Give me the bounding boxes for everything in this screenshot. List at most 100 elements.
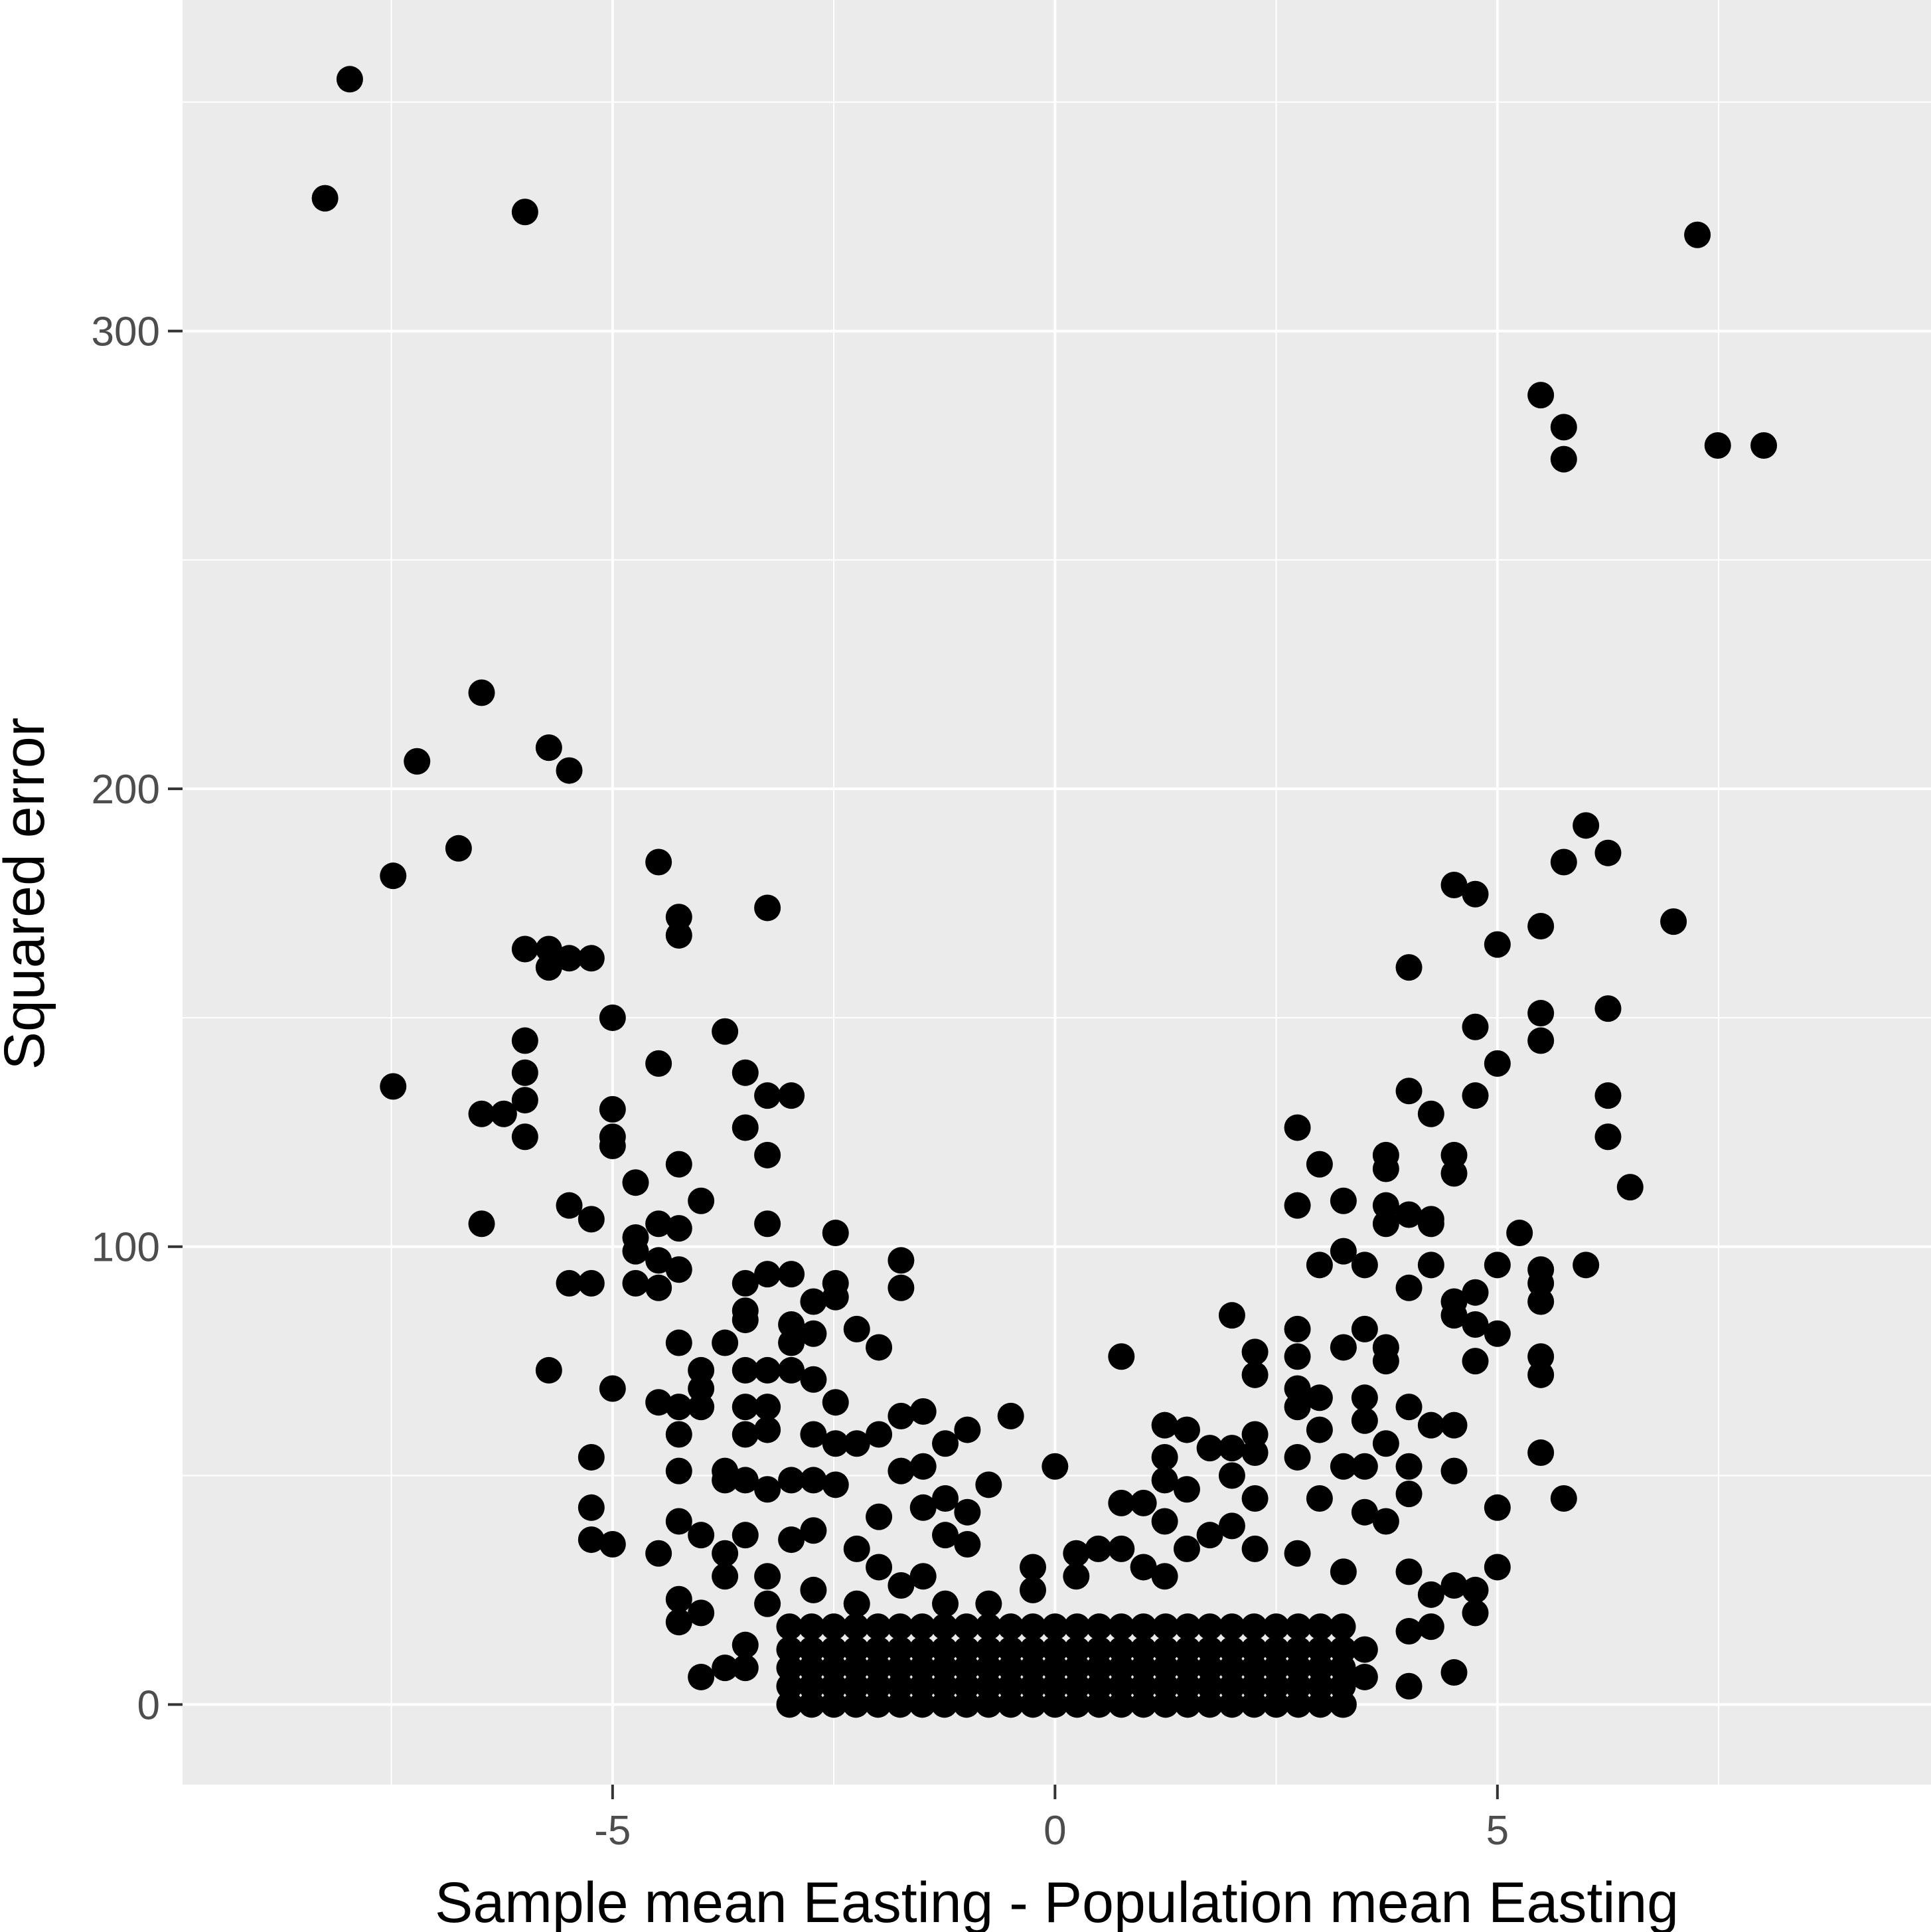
point (1306, 1416, 1333, 1443)
point (754, 1210, 781, 1238)
point (1417, 1210, 1444, 1238)
point (997, 1654, 1024, 1682)
point (778, 1311, 805, 1338)
point (843, 1430, 870, 1457)
point (645, 1247, 672, 1274)
point (931, 1654, 958, 1682)
point (1550, 848, 1577, 876)
point (1241, 1691, 1268, 1718)
point (645, 1389, 672, 1416)
point (732, 1654, 759, 1682)
point (1241, 1654, 1268, 1682)
point (909, 1691, 936, 1718)
point (599, 1530, 626, 1558)
point (1173, 1476, 1200, 1503)
point (511, 1027, 538, 1054)
point (1085, 1636, 1113, 1663)
point (1284, 1691, 1312, 1718)
point (932, 1590, 959, 1617)
point (1020, 1576, 1047, 1603)
point (1085, 1672, 1113, 1700)
point (997, 1613, 1024, 1641)
point (1306, 1251, 1333, 1279)
point (1284, 1672, 1312, 1700)
point (1173, 1535, 1200, 1562)
point (1218, 1636, 1245, 1663)
point (445, 835, 472, 862)
point (1372, 1348, 1399, 1375)
point (800, 1576, 827, 1603)
point (843, 1535, 870, 1562)
point (1085, 1613, 1113, 1641)
point (1218, 1302, 1245, 1329)
point (404, 748, 431, 775)
point (1108, 1654, 1135, 1682)
point (380, 862, 407, 890)
point (1351, 1453, 1378, 1480)
point (1307, 1672, 1334, 1700)
point (1063, 1691, 1091, 1718)
point (712, 1540, 739, 1567)
point (1704, 432, 1731, 459)
point (1196, 1522, 1223, 1549)
point (778, 1261, 805, 1288)
point (909, 1563, 937, 1590)
point (1307, 1613, 1334, 1641)
point (1263, 1654, 1290, 1682)
point (800, 1320, 827, 1347)
point (953, 1672, 980, 1700)
point (1462, 1082, 1489, 1109)
point (1108, 1691, 1135, 1718)
point (778, 1082, 805, 1109)
point (1395, 1078, 1423, 1105)
point (798, 1691, 825, 1718)
point (888, 1274, 915, 1301)
point (842, 1613, 870, 1641)
point (1506, 1220, 1533, 1247)
point (820, 1613, 848, 1641)
point (754, 1082, 781, 1109)
point (665, 1585, 692, 1613)
point (1241, 1636, 1268, 1663)
point (1440, 1572, 1468, 1599)
point (311, 185, 339, 212)
point (953, 1613, 980, 1641)
point (1085, 1654, 1113, 1682)
point (864, 1654, 891, 1682)
point (1573, 812, 1600, 839)
point (909, 1613, 936, 1641)
point (1042, 1672, 1069, 1700)
point (931, 1691, 958, 1718)
point (864, 1613, 891, 1641)
point (1417, 1100, 1444, 1127)
point (535, 954, 562, 981)
point (800, 1288, 827, 1315)
point (1241, 1421, 1269, 1448)
point (953, 1691, 980, 1718)
point (1263, 1636, 1290, 1663)
point (909, 1494, 937, 1521)
point (866, 1334, 893, 1361)
point (1284, 1636, 1312, 1663)
point (599, 1375, 626, 1402)
point (798, 1672, 825, 1700)
point (1241, 1439, 1269, 1467)
point (1108, 1672, 1135, 1700)
point (1151, 1411, 1178, 1439)
point (1152, 1672, 1179, 1700)
point (622, 1269, 649, 1297)
point (1284, 1394, 1311, 1421)
point (665, 1215, 692, 1242)
point (1550, 414, 1577, 441)
point (578, 1206, 605, 1233)
point (1284, 1540, 1311, 1567)
point (798, 1613, 825, 1641)
point (1395, 1481, 1423, 1508)
point (1527, 1288, 1555, 1315)
point (1330, 1558, 1357, 1585)
point (665, 1508, 692, 1535)
point (888, 1457, 915, 1485)
x-tick-label: 5 (1486, 1808, 1509, 1854)
point (556, 1192, 583, 1219)
point (800, 1421, 827, 1448)
